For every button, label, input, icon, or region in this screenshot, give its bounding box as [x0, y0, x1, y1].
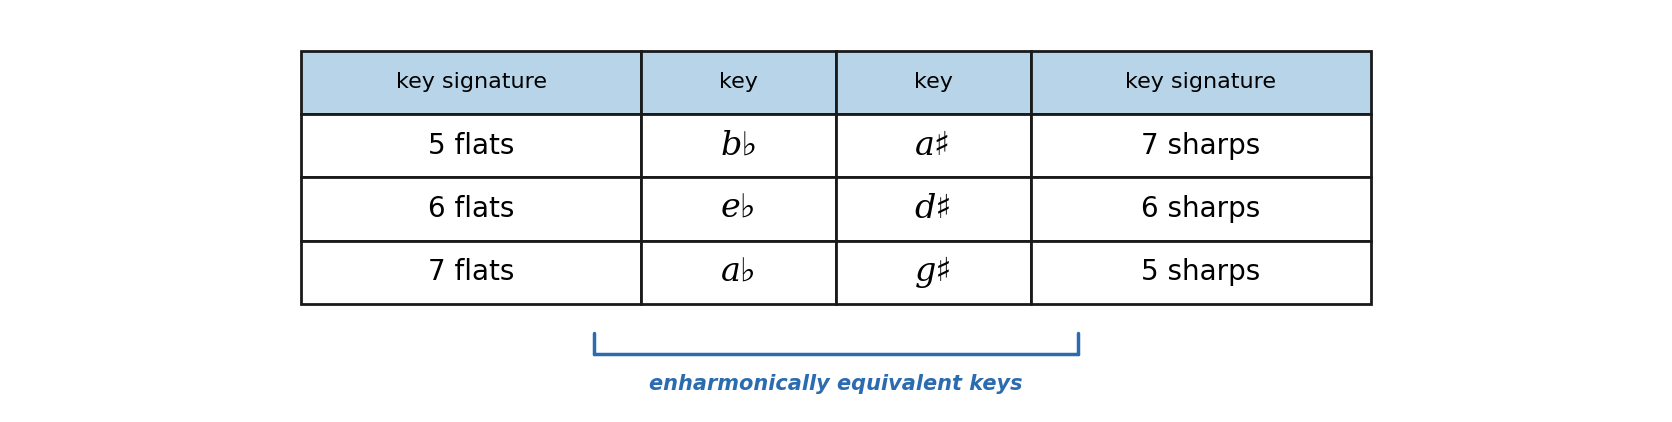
Bar	[301, 241, 642, 304]
Bar	[301, 177, 642, 241]
Text: key: key	[719, 72, 757, 92]
Bar	[642, 241, 836, 304]
Text: g♯: g♯	[915, 256, 951, 288]
Text: a♭: a♭	[721, 256, 756, 288]
Text: key: key	[915, 72, 953, 92]
Bar	[1030, 114, 1371, 177]
Text: 7 sharps: 7 sharps	[1142, 132, 1261, 160]
Bar	[836, 177, 1030, 241]
Text: e♭: e♭	[721, 193, 756, 225]
Text: enharmonically equivalent keys: enharmonically equivalent keys	[649, 374, 1023, 394]
Bar	[836, 241, 1030, 304]
Text: a♯: a♯	[915, 130, 951, 162]
Text: 5 sharps: 5 sharps	[1142, 258, 1261, 286]
Text: 5 flats: 5 flats	[428, 132, 515, 160]
Bar	[1030, 51, 1371, 114]
Text: 7 flats: 7 flats	[428, 258, 515, 286]
Text: 6 flats: 6 flats	[428, 195, 515, 223]
Bar	[836, 51, 1030, 114]
Text: key signature: key signature	[396, 72, 547, 92]
Text: 6 sharps: 6 sharps	[1142, 195, 1261, 223]
Text: b♭: b♭	[721, 130, 757, 162]
Bar	[1030, 177, 1371, 241]
Text: key signature: key signature	[1125, 72, 1276, 92]
Bar	[642, 177, 836, 241]
Bar	[836, 114, 1030, 177]
Bar	[642, 51, 836, 114]
Bar	[642, 114, 836, 177]
Bar	[301, 114, 642, 177]
Bar	[301, 51, 642, 114]
Text: d♯: d♯	[915, 193, 951, 225]
Bar	[1030, 241, 1371, 304]
